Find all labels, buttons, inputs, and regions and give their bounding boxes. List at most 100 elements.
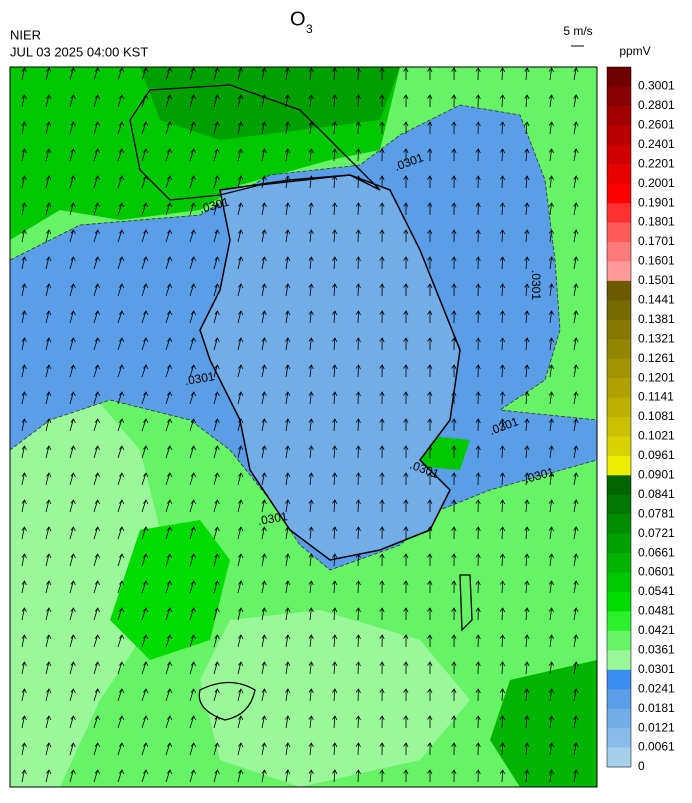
wind-arrow (213, 337, 220, 351)
colorbar-label: 0.0601 (638, 565, 675, 579)
wind-arrow (451, 688, 457, 702)
wind-arrow (524, 742, 530, 756)
colorbar-box (607, 339, 631, 360)
wind-arrow (93, 175, 101, 189)
wind-arrow (548, 580, 555, 594)
wind-arrow (548, 202, 555, 216)
wind-arrow (475, 148, 481, 162)
colorbar-box (607, 105, 631, 126)
wind-arrow (237, 256, 244, 270)
wind-arrow (21, 175, 27, 189)
wind-arrow (379, 472, 385, 486)
colorbar-box (607, 417, 631, 437)
wind-arrow (499, 661, 506, 675)
wind-arrow (285, 283, 291, 297)
wind-arrow (213, 283, 220, 297)
wind-arrow (548, 553, 555, 567)
wind-arrow (403, 202, 409, 216)
wind-arrow (261, 310, 267, 324)
wind-arrow (524, 283, 530, 297)
wind-arrow (451, 769, 457, 783)
wind-arrow (117, 445, 125, 459)
agency: NIER (10, 27, 41, 42)
wind-arrow (524, 175, 530, 189)
colorbar-box (607, 125, 631, 146)
wind-arrow (93, 688, 101, 702)
wind-arrow (332, 526, 338, 540)
wind-arrow (69, 94, 76, 108)
wind-arrow (261, 634, 267, 648)
wind-arrow (285, 148, 291, 162)
wind-arrow (427, 94, 433, 108)
wind-arrow (21, 391, 27, 405)
wind-arrow (237, 337, 244, 351)
wind-arrow (189, 229, 197, 243)
wind-arrow (285, 202, 291, 216)
field-light (200, 610, 470, 787)
wind-arrow (308, 661, 314, 675)
wind-arrow (332, 256, 338, 270)
border (129, 84, 381, 201)
wind-arrow (475, 634, 481, 648)
wind-arrow (261, 607, 267, 621)
wind-arrow (141, 472, 149, 486)
wind-arrow (69, 310, 76, 324)
wind-arrow (45, 256, 52, 270)
wind-arrow (573, 283, 579, 297)
colorbar-label: 0.2601 (638, 118, 675, 132)
wind-arrow (355, 661, 361, 675)
wind-arrow (117, 337, 125, 351)
wind-arrow (548, 688, 555, 702)
wind-arrow (69, 607, 76, 621)
wind-arrow (165, 67, 173, 81)
wind-arrow (573, 310, 579, 324)
wind-arrow (165, 310, 173, 324)
wind-arrow (189, 283, 197, 297)
colorbar-label: 0.1021 (638, 429, 675, 443)
wind-arrow (189, 337, 197, 351)
wind-arrow (548, 310, 555, 324)
unit: ppmV (619, 44, 650, 58)
wind-arrow (189, 94, 197, 108)
wind-arrow (93, 229, 101, 243)
wind-arrow (261, 688, 267, 702)
wind-arrow (548, 364, 555, 378)
wind-arrow (285, 121, 291, 135)
wind-arrow (355, 121, 361, 135)
wind-arrow (379, 661, 385, 675)
wind-arrow (93, 418, 101, 432)
wind-arrow (403, 688, 409, 702)
wind-arrow (427, 337, 433, 351)
wind-arrow (355, 580, 361, 594)
wind-arrow (21, 94, 27, 108)
colorbar-box (607, 300, 631, 321)
wind-arrow (285, 175, 291, 189)
wind-arrow (403, 472, 409, 486)
wind-arrow (213, 229, 220, 243)
wind-arrow (451, 391, 457, 405)
wind-arrow (237, 499, 244, 513)
wind-arrow (355, 472, 361, 486)
wind-arrow (573, 364, 579, 378)
timestamp: JUL 03 2025 04:00 KST (10, 44, 148, 59)
wind-arrow (355, 526, 361, 540)
wind-arrow (403, 580, 409, 594)
wind-arrow (261, 202, 267, 216)
colorbar-box (607, 728, 631, 749)
wind-arrow (308, 337, 314, 351)
wind-arrow (189, 121, 197, 135)
wind-arrow (475, 445, 481, 459)
wind-arrow (189, 310, 197, 324)
wind-arrow (379, 229, 385, 243)
colorbar-box (607, 261, 631, 282)
wind-arrow (141, 526, 149, 540)
colorbar-box (607, 747, 631, 768)
wind-arrow (285, 553, 291, 567)
colorbar-box (607, 494, 631, 515)
wind-arrow (475, 229, 481, 243)
wind-arrow (379, 445, 385, 459)
wind-arrow (261, 121, 267, 135)
wind-arrow (189, 499, 197, 513)
colorbar-label: 0.1901 (638, 195, 675, 209)
wind-arrow (308, 202, 314, 216)
